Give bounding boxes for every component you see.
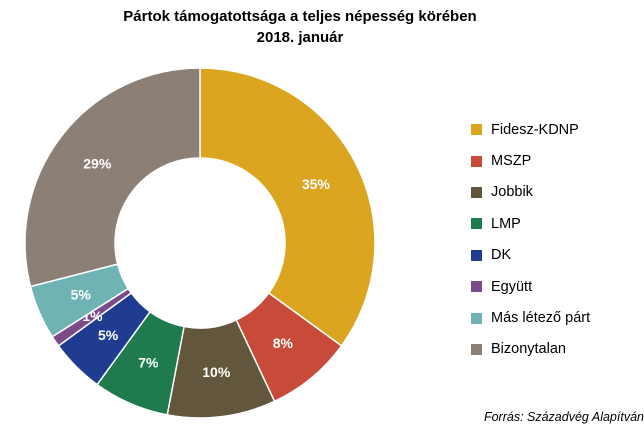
- slice-bizonytalan: [24, 67, 201, 288]
- legend-item: Más létező párt: [471, 302, 644, 333]
- legend-swatch: [471, 249, 482, 261]
- legend-label: DK: [491, 247, 512, 264]
- data-label-lmp: 7%: [138, 354, 159, 370]
- legend-swatch: [471, 281, 482, 293]
- chart-title: Pártok támogatottsága a teljes népesség …: [123, 8, 477, 25]
- legend-label: Fidesz-KDNP: [491, 121, 579, 138]
- legend-label: Más létező párt: [491, 310, 591, 327]
- legend-label: Bizonytalan: [491, 341, 566, 358]
- legend-item: DK: [471, 240, 644, 271]
- data-label-bizonytalan: 29%: [83, 155, 112, 171]
- data-label-jobbik: 10%: [202, 364, 231, 380]
- legend-item: Együtt: [471, 271, 644, 302]
- legend-label: Jobbik: [491, 184, 533, 201]
- chart-subtitle: 2018. január: [256, 29, 344, 46]
- legend-swatch: [471, 186, 482, 198]
- legend-item: LMP: [471, 208, 644, 239]
- data-label-fidesz-kdnp: 35%: [302, 176, 331, 192]
- data-label-m-s-l-tez-p-rt: 5%: [71, 287, 92, 303]
- chart-legend: Fidesz-KDNP MSZP Jobbik LMP DK Együtt Más léte…: [471, 114, 644, 365]
- legend-swatch: [471, 343, 482, 355]
- chart-title-block: Pártok támogatottsága a teljes népesség …: [0, 6, 600, 48]
- legend-item: Jobbik: [471, 177, 644, 208]
- source-note: Forrás: Századvég Alapítván: [483, 410, 644, 424]
- legend-label: LMP: [491, 215, 521, 232]
- legend-item: Bizonytalan: [471, 334, 644, 365]
- slice-fidesz-kdnp: [199, 67, 376, 347]
- legend-swatch: [471, 155, 482, 167]
- data-label-dk: 5%: [98, 327, 119, 343]
- legend-swatch: [471, 312, 482, 324]
- legend-item: Fidesz-KDNP: [471, 114, 644, 145]
- legend-item: MSZP: [471, 145, 644, 176]
- legend-swatch: [471, 124, 482, 136]
- data-label-mszp: 8%: [273, 335, 294, 351]
- legend-label: Együtt: [491, 278, 533, 295]
- legend-label: MSZP: [491, 153, 532, 170]
- legend-swatch: [471, 218, 482, 230]
